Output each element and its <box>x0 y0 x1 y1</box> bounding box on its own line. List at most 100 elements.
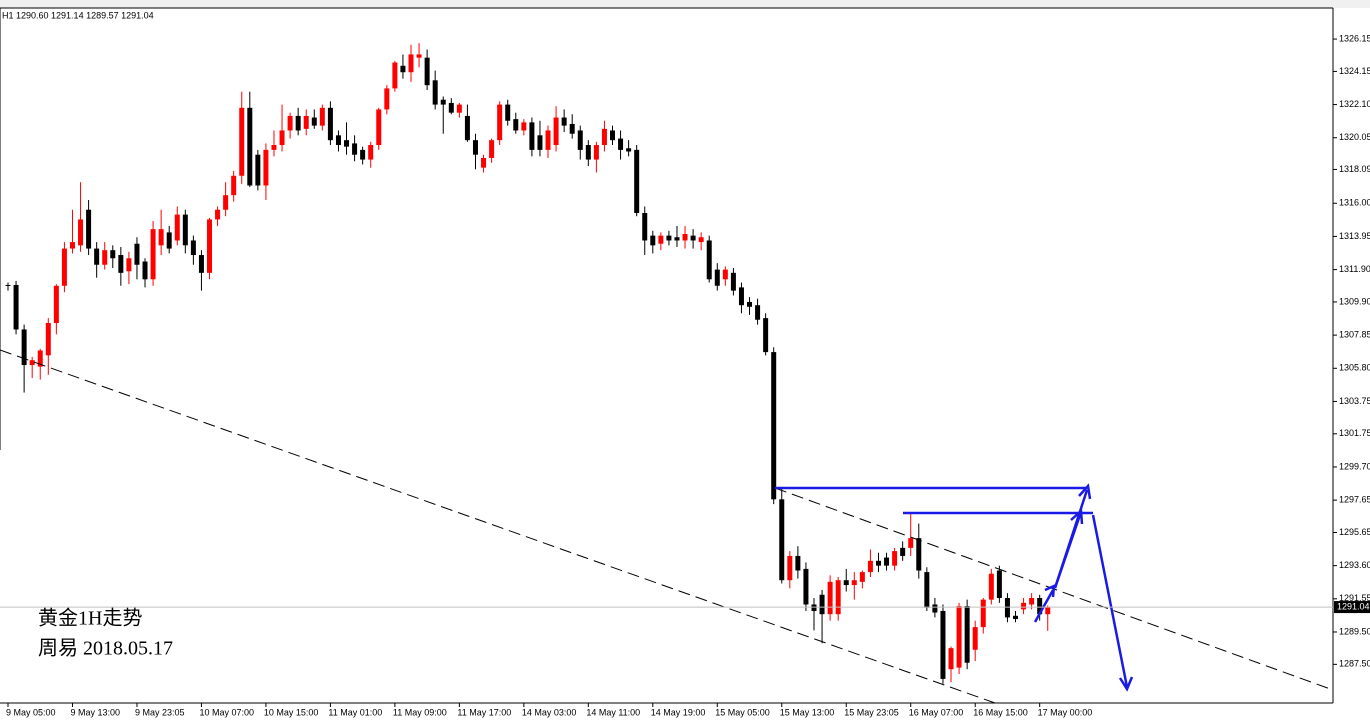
body <box>908 538 914 548</box>
body <box>932 604 938 613</box>
x-tick-label: 15 May 05:00 <box>715 707 770 717</box>
body <box>867 560 873 573</box>
body <box>174 214 180 241</box>
body <box>529 122 535 150</box>
body <box>892 551 898 566</box>
body <box>618 138 624 150</box>
body <box>126 258 132 272</box>
body <box>924 572 930 608</box>
body <box>577 130 583 150</box>
body <box>714 269 720 286</box>
x-tick-label: 16 May 15:00 <box>973 707 1028 717</box>
body <box>537 135 543 150</box>
body <box>5 284 11 286</box>
body <box>722 269 728 280</box>
y-tick-label: 1313.95 <box>1339 231 1370 241</box>
body <box>360 149 366 160</box>
body <box>521 122 527 131</box>
x-tick-label: 9 May 13:00 <box>70 707 120 717</box>
body <box>545 130 551 150</box>
x-tick-label: 14 May 11:00 <box>586 707 640 717</box>
body <box>988 573 994 600</box>
body <box>819 594 825 615</box>
body <box>472 140 478 155</box>
x-tick-label: 17 May 00:00 <box>1038 707 1093 717</box>
body <box>408 54 414 73</box>
body <box>730 272 736 291</box>
y-tick-label: 1311.90 <box>1339 264 1370 274</box>
y-tick-label: 1320.05 <box>1339 132 1370 142</box>
body <box>207 219 212 273</box>
body <box>400 65 406 73</box>
body <box>271 145 277 150</box>
body <box>416 54 422 58</box>
body <box>835 580 841 615</box>
arrow-head <box>1118 676 1134 692</box>
body <box>295 115 301 131</box>
body <box>303 115 309 129</box>
body <box>327 107 333 141</box>
body <box>247 107 253 186</box>
body <box>666 235 672 241</box>
body <box>102 250 108 265</box>
body <box>569 123 575 134</box>
body <box>142 261 148 280</box>
body <box>956 606 962 668</box>
body <box>755 305 761 320</box>
annotation: 周易 2018.05.17 <box>38 638 173 660</box>
body <box>78 219 84 246</box>
body <box>980 599 986 628</box>
body <box>134 243 140 265</box>
body <box>650 235 656 246</box>
marks <box>5 43 1051 684</box>
body <box>45 322 51 356</box>
body <box>916 538 922 571</box>
y-tick-label: 1303.75 <box>1339 396 1370 406</box>
body <box>255 154 261 186</box>
body <box>53 285 59 323</box>
y-tick-label: 1297.65 <box>1339 495 1370 505</box>
y-tick-label: 1316.00 <box>1339 198 1370 208</box>
y-tick-label: 1318.09 <box>1339 164 1370 174</box>
x-tick-label: 11 May 01:00 <box>328 707 382 717</box>
body <box>279 130 285 146</box>
body <box>158 229 164 246</box>
body <box>368 145 374 160</box>
body <box>843 580 849 586</box>
body <box>505 104 511 121</box>
body <box>610 130 615 141</box>
body <box>94 248 100 265</box>
arrow <box>1053 489 1089 589</box>
body <box>231 175 237 196</box>
body <box>215 209 221 220</box>
body <box>851 580 857 586</box>
body <box>875 560 881 566</box>
body <box>674 237 680 241</box>
x-tick-label: 10 May 15:00 <box>264 707 319 717</box>
body <box>448 102 454 113</box>
annotation: 黄金1H走势 <box>38 607 142 630</box>
y-tick-label: 1309.90 <box>1339 296 1370 306</box>
body <box>384 88 390 110</box>
body <box>763 318 769 353</box>
x-tick-label: 10 May 07:00 <box>199 707 254 717</box>
body <box>642 212 648 241</box>
body <box>263 149 269 186</box>
body <box>37 350 43 367</box>
body <box>21 329 27 366</box>
body <box>811 604 817 611</box>
body <box>948 648 954 670</box>
body <box>287 115 293 131</box>
x-tick-label: 15 May 13:00 <box>780 707 835 717</box>
body <box>190 240 196 256</box>
body <box>335 135 341 146</box>
body <box>311 117 317 126</box>
body <box>1021 602 1027 610</box>
x-tick-label: 11 May 09:00 <box>393 707 447 717</box>
body <box>1029 598 1035 605</box>
body <box>1013 615 1018 620</box>
body <box>658 235 664 244</box>
body <box>198 255 204 273</box>
body <box>182 214 188 246</box>
